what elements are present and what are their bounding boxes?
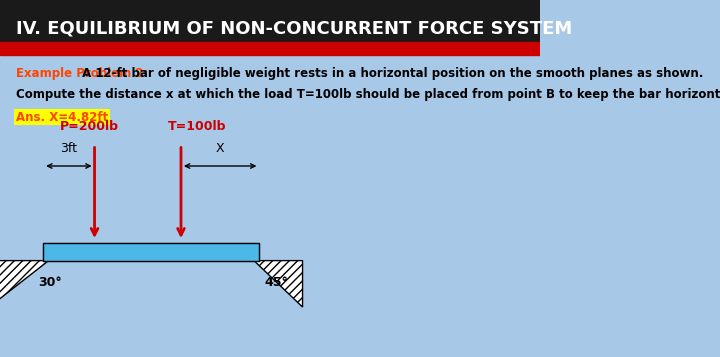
Bar <box>0 0 540 43</box>
Text: A 12-ft bar of negligible weight rests in a horizontal position on the smooth pl: A 12-ft bar of negligible weight rests i… <box>78 67 703 80</box>
Text: 45°: 45° <box>265 276 289 288</box>
Text: P=200lb: P=200lb <box>60 120 119 133</box>
Text: Compute the distance x at which the load T=100lb should be placed from point B t: Compute the distance x at which the load… <box>17 88 720 101</box>
Bar <box>43 243 259 261</box>
Polygon shape <box>254 261 302 307</box>
Bar <box>43 243 259 261</box>
Text: 3ft: 3ft <box>60 142 77 155</box>
Text: IV. EQUILIBRIUM OF NON-CONCURRENT FORCE SYSTEM: IV. EQUILIBRIUM OF NON-CONCURRENT FORCE … <box>17 20 572 37</box>
Text: T=100lb: T=100lb <box>168 120 227 133</box>
Polygon shape <box>0 261 49 307</box>
Bar <box>0 42 540 55</box>
Text: X: X <box>216 142 225 155</box>
Text: 30°: 30° <box>38 276 62 288</box>
Text: Ans. X=4.82ft: Ans. X=4.82ft <box>17 111 109 124</box>
Text: Example Problem 2:: Example Problem 2: <box>17 67 148 80</box>
